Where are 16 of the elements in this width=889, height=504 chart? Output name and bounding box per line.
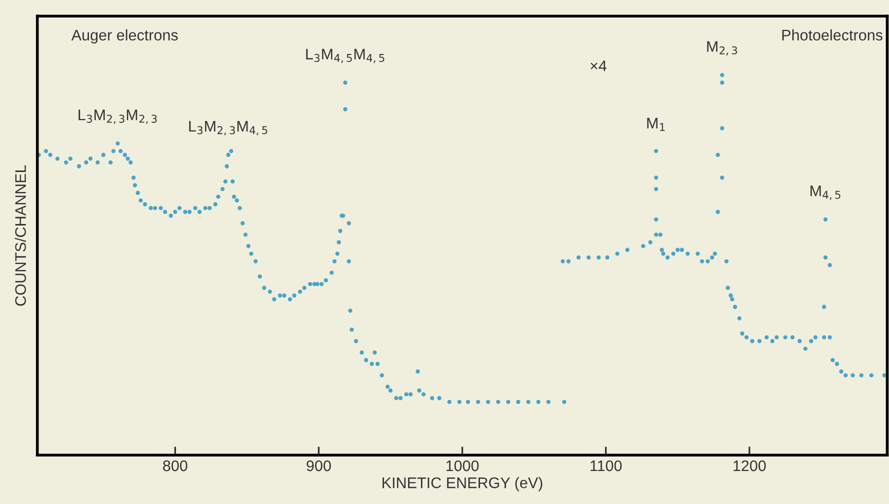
text: Auger electrons: [71, 29, 178, 44]
x-tick-label: 1200: [734, 460, 766, 472]
x-tick-label: 1000: [446, 460, 479, 472]
x-tick-label: 1100: [590, 460, 622, 472]
annotation: L$_{3}$M$_{4,5}$M$_{4,5}$: [306, 48, 384, 64]
x-tick-label: 800: [163, 460, 188, 472]
annotation: L$_{3}$M$_{2,3}$M$_{2,3}$: [78, 110, 157, 124]
annotation: M$_{4,5}$: [810, 186, 840, 200]
x-axis-title: KINETIC ENERGY (eV): [382, 476, 542, 492]
annotation: L$_{3}$M$_{2,3}$M$_{4,5}$: [189, 121, 268, 136]
text: Photoelectrons: [782, 29, 882, 41]
annotation: M$_{2,3}$: [707, 41, 738, 56]
annotation: M$_{1}$: [647, 118, 665, 131]
x-tick-label: 900: [306, 460, 331, 472]
y-axis-title: COUNTS/CHANNEL: [14, 165, 26, 306]
text: ×4: [590, 60, 607, 72]
